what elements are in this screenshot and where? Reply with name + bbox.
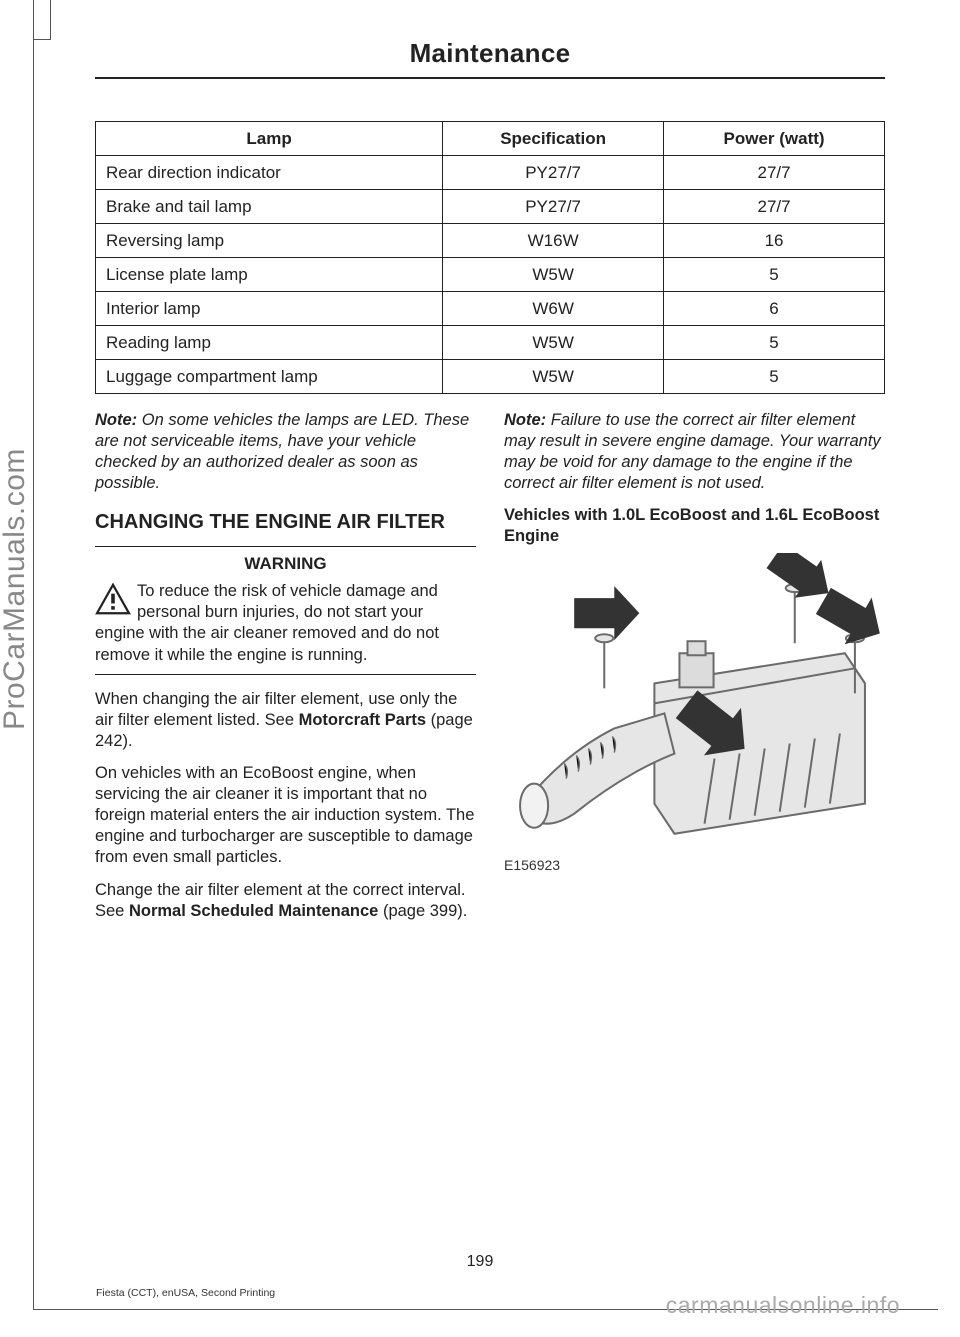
paragraph-interval: Change the air filter element at the cor… [95, 880, 476, 922]
warning-box: WARNING To reduce the risk of vehicle da… [95, 546, 476, 674]
table-row: Reversing lampW16W16 [96, 224, 885, 258]
table-cell: License plate lamp [96, 258, 443, 292]
table-cell: W5W [443, 360, 664, 394]
table-cell: Brake and tail lamp [96, 190, 443, 224]
table-row: Reading lampW5W5 [96, 326, 885, 360]
table-cell: W5W [443, 326, 664, 360]
table-cell: 27/7 [664, 156, 885, 190]
lamp-spec-table: Lamp Specification Power (watt) Rear dir… [95, 121, 885, 394]
two-column-layout: Note: On some vehicles the lamps are LED… [95, 410, 885, 933]
table-cell: W5W [443, 258, 664, 292]
paragraph-ecoboost-caution: On vehicles with an EcoBoost engine, whe… [95, 763, 476, 869]
table-cell: Rear direction indicator [96, 156, 443, 190]
page-number: 199 [0, 1253, 960, 1271]
table-cell: 27/7 [664, 190, 885, 224]
col-lamp: Lamp [96, 122, 443, 156]
col-spec: Specification [443, 122, 664, 156]
table-header-row: Lamp Specification Power (watt) [96, 122, 885, 156]
note-text: Failure to use the correct air filter el… [504, 411, 881, 492]
figure-id: E156923 [504, 857, 885, 875]
table-row: Rear direction indicatorPY27/727/7 [96, 156, 885, 190]
warning-text: To reduce the risk of vehicle damage and… [95, 582, 439, 663]
table-cell: 6 [664, 292, 885, 326]
air-filter-figure: E156923 [504, 553, 885, 876]
note-label: Note: [504, 411, 546, 429]
watermark-right: carmanualsonline.info [666, 1292, 900, 1319]
note-air-filter: Note: Failure to use the correct air fil… [504, 410, 885, 494]
table-cell: 5 [664, 326, 885, 360]
col-power: Power (watt) [664, 122, 885, 156]
chapter-title: Maintenance [95, 38, 885, 77]
right-column: Note: Failure to use the correct air fil… [504, 410, 885, 933]
note-label: Note: [95, 411, 137, 429]
warning-title: WARNING [95, 553, 476, 575]
note-led: Note: On some vehicles the lamps are LED… [95, 410, 476, 494]
left-column: Note: On some vehicles the lamps are LED… [95, 410, 476, 933]
warning-body: To reduce the risk of vehicle damage and… [95, 581, 476, 665]
air-filter-illustration [504, 553, 885, 854]
table-cell: Interior lamp [96, 292, 443, 326]
heading-ecoboost-vehicles: Vehicles with 1.0L EcoBoost and 1.6L Eco… [504, 505, 885, 546]
note-text: On some vehicles the lamps are LED. Thes… [95, 411, 469, 492]
table-cell: Luggage compartment lamp [96, 360, 443, 394]
table-cell: Reversing lamp [96, 224, 443, 258]
paragraph-filter-listed: When changing the air filter element, us… [95, 689, 476, 752]
table-row: Interior lampW6W6 [96, 292, 885, 326]
warning-triangle-icon [95, 583, 131, 615]
table-cell: W6W [443, 292, 664, 326]
table-row: License plate lampW5W5 [96, 258, 885, 292]
table-cell: 16 [664, 224, 885, 258]
table-cell: W16W [443, 224, 664, 258]
heading-air-filter: CHANGING THE ENGINE AIR FILTER [95, 510, 476, 534]
table-row: Brake and tail lampPY27/727/7 [96, 190, 885, 224]
footer-meta: Fiesta (CCT), enUSA, Second Printing [96, 1287, 275, 1299]
table-cell: PY27/7 [443, 190, 664, 224]
table-cell: 5 [664, 258, 885, 292]
link-motorcraft-parts: Motorcraft Parts [299, 711, 426, 729]
table-cell: PY27/7 [443, 156, 664, 190]
page-content: Maintenance Lamp Specification Power (wa… [95, 38, 885, 933]
table-cell: Reading lamp [96, 326, 443, 360]
table-cell: 5 [664, 360, 885, 394]
watermark-left: ProCarManuals.com [0, 448, 32, 730]
table-row: Luggage compartment lampW5W5 [96, 360, 885, 394]
link-scheduled-maintenance: Normal Scheduled Maintenance [129, 902, 378, 920]
page-corner-tick [33, 0, 51, 40]
title-rule [95, 77, 885, 79]
